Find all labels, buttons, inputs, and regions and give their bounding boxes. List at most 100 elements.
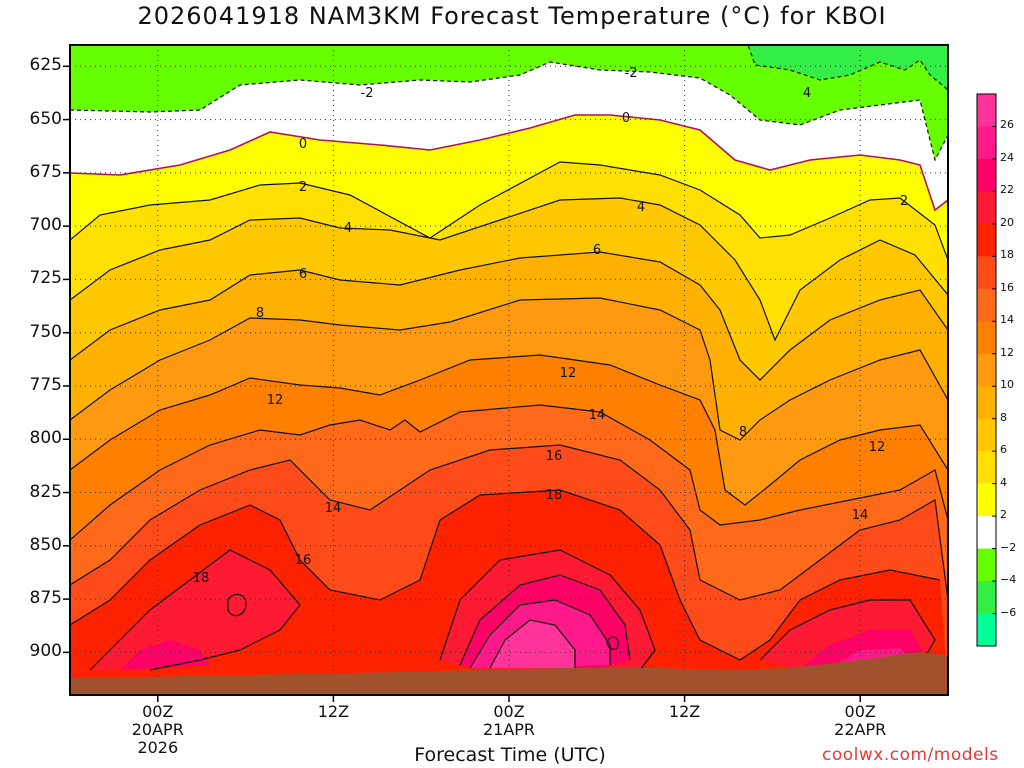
contour-label: 4 xyxy=(637,200,645,215)
contour-label: 16 xyxy=(295,553,312,568)
y-tick-label: 750 xyxy=(29,321,62,342)
contour-label: 0 xyxy=(299,137,307,152)
colorbar xyxy=(976,93,997,647)
contour-label: 18 xyxy=(193,571,210,586)
colorbar-segment xyxy=(977,483,996,517)
contour-2 xyxy=(70,161,948,261)
terrain xyxy=(70,652,948,695)
contour-18-c xyxy=(759,599,936,666)
x-tick-label-label: 12Z xyxy=(668,702,701,721)
contour-0 xyxy=(70,114,948,212)
x-tick-label: 12Z xyxy=(645,703,725,721)
y-tick-label: 625 xyxy=(29,55,62,76)
colorbar-segment xyxy=(977,126,996,160)
colorbar-label: −4 xyxy=(1000,573,1017,587)
colorbar-segment xyxy=(977,158,996,192)
y-tick-label: 825 xyxy=(29,481,62,502)
colorbar-label: −2 xyxy=(1000,540,1017,554)
contour-12 xyxy=(70,404,948,541)
colorbar-label: 24 xyxy=(1000,150,1014,164)
contour-16 xyxy=(70,489,941,661)
contour-label: 0 xyxy=(622,111,630,126)
x-tick-label-sub1: 20APR xyxy=(131,720,184,739)
colorbar-segment xyxy=(977,94,996,127)
x-axis-title: Forecast Time (UTC) xyxy=(414,744,606,766)
contour-label: 14 xyxy=(325,501,342,516)
colorbar-label: 4 xyxy=(1000,475,1007,489)
chart-title: 2026041918 NAM3KM Forecast Temperature (… xyxy=(137,2,887,30)
colorbar-segment xyxy=(977,451,996,485)
contour-label: 8 xyxy=(256,306,264,321)
contour-22-b xyxy=(469,599,611,669)
colorbar-segment xyxy=(977,613,996,647)
contour-20-b xyxy=(459,574,631,666)
x-tick-label: 00Z 22APR xyxy=(820,703,900,739)
colorbar-segment xyxy=(977,191,996,225)
colorbar-label: 12 xyxy=(1000,345,1014,359)
x-tick-label-label: 00Z xyxy=(142,702,174,721)
colorbar-label: 14 xyxy=(1000,313,1014,327)
contour-label: 12 xyxy=(560,366,577,381)
y-tick-label: 725 xyxy=(29,268,62,289)
colorbar-segment xyxy=(977,418,996,452)
x-tick-label-label: 12Z xyxy=(317,702,350,721)
contour-lines xyxy=(70,45,948,671)
contour-18-a xyxy=(89,549,301,671)
contour-label: 14 xyxy=(589,408,606,423)
contour-18-b xyxy=(439,549,656,671)
x-tick-label: 00Z 21APR xyxy=(469,703,549,739)
contour-label: 18 xyxy=(546,488,563,503)
x-tick-label-sub1: 22APR xyxy=(834,720,887,739)
y-tick-label: 875 xyxy=(29,588,62,609)
contour-label: 2 xyxy=(299,180,307,195)
colorbar-label: 26 xyxy=(1000,118,1014,132)
colorbar-label: 18 xyxy=(1000,248,1014,262)
colorbar-label: 8 xyxy=(1000,410,1007,424)
contour-small-loop xyxy=(227,593,247,617)
plot-area xyxy=(70,45,948,695)
colorbar-label: 10 xyxy=(1000,378,1014,392)
contour-24-b xyxy=(489,619,576,669)
contour-label: 4 xyxy=(803,86,811,101)
y-tick-label: 850 xyxy=(29,534,62,555)
colorbar-segment xyxy=(977,288,996,322)
y-tick-label: 700 xyxy=(29,215,62,236)
contour-labels: 4 -2 -2 0 0 2 2 4 4 6 6 8 8 12 12 12 14 14 14 16 16 18 18 xyxy=(193,66,908,586)
x-tick-label: 00Z 20APR 2026 xyxy=(118,703,198,757)
colorbar-segment xyxy=(977,581,996,615)
contour-10 xyxy=(70,354,948,506)
x-tick-label: 12Z xyxy=(293,703,373,721)
y-tick-label: 775 xyxy=(29,374,62,395)
contour-14 xyxy=(70,444,948,601)
axis-ticks xyxy=(63,65,861,702)
contour-label: 8 xyxy=(739,425,747,440)
colorbar-segment xyxy=(977,256,996,290)
contour-label: 6 xyxy=(299,267,307,282)
x-tick-label-label: 00Z xyxy=(844,702,876,721)
colorbar-segment xyxy=(977,386,996,420)
y-tick-label: 675 xyxy=(29,161,62,182)
contour-label: 6 xyxy=(593,243,601,258)
contour-4 xyxy=(70,197,948,342)
contour-label: 12 xyxy=(267,393,284,408)
contour-label: 14 xyxy=(852,508,869,523)
contour-label: -2 xyxy=(625,66,638,81)
contour-8 xyxy=(70,297,948,441)
colorbar-label: 16 xyxy=(1000,280,1014,294)
x-tick-label-label: 00Z xyxy=(493,702,525,721)
contour-label: 16 xyxy=(546,449,563,464)
contour-6 xyxy=(70,251,948,381)
colorbar-label: −6 xyxy=(1000,605,1017,619)
colorbar-segment xyxy=(977,223,996,257)
y-tick-label: 900 xyxy=(29,641,62,662)
y-tick-label: 800 xyxy=(29,428,62,449)
band-24-26 xyxy=(490,620,575,668)
x-tick-label-sub1: 21APR xyxy=(482,720,536,739)
colorbar-segment xyxy=(977,353,996,387)
contour-label: 2 xyxy=(900,194,908,209)
contour-label: -2 xyxy=(361,86,374,101)
colorbar-segment xyxy=(977,321,996,355)
x-tick-label-sub2: 2026 xyxy=(137,738,179,757)
contour-label: 4 xyxy=(344,221,352,236)
